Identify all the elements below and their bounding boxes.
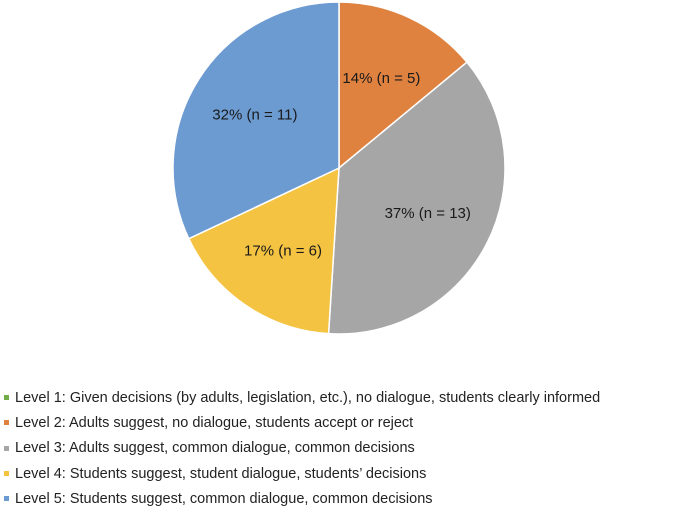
legend-label-level-4: Level 4: Students suggest, student dialo… <box>15 465 427 482</box>
legend-label-level-1: Level 1: Given decisions (by adults, leg… <box>15 389 601 406</box>
chart-legend: Level 1: Given decisions (by adults, leg… <box>4 385 684 511</box>
pie-slice-level-4 <box>187 166 340 335</box>
pie-slice-level-5 <box>172 1 340 240</box>
legend-swatch-level-4 <box>4 471 9 477</box>
pie-slice-level-2 <box>338 1 468 170</box>
legend-swatch-level-5 <box>4 496 9 502</box>
legend-item-level-3: Level 3: Adults suggest, common dialogue… <box>4 436 684 461</box>
slice-label-level-5: 32% (n = 11) <box>212 107 297 124</box>
legend-item-level-1: Level 1: Given decisions (by adults, leg… <box>4 385 684 410</box>
legend-swatch-level-1 <box>4 395 9 401</box>
pie-chart: 14% (n = 5) 37% (n = 13) 17% (n = 6) 32% (n… <box>172 1 506 335</box>
pie-slice-level-3 <box>327 61 506 335</box>
legend-swatch-level-2 <box>4 420 9 426</box>
legend-swatch-level-3 <box>4 445 9 451</box>
slice-label-level-4: 17% (n = 6) <box>244 242 322 259</box>
pie-slices <box>172 1 506 335</box>
legend-label-level-3: Level 3: Adults suggest, common dialogue… <box>15 440 415 457</box>
pie-slice-labels: 14% (n = 5) 37% (n = 13) 17% (n = 6) 32% (n… <box>212 70 471 259</box>
legend-item-level-5: Level 5: Students suggest, common dialog… <box>4 486 684 511</box>
legend-item-level-4: Level 4: Students suggest, student dialo… <box>4 461 684 486</box>
legend-item-level-2: Level 2: Adults suggest, no dialogue, st… <box>4 410 684 435</box>
legend-label-level-2: Level 2: Adults suggest, no dialogue, st… <box>15 414 414 431</box>
slice-label-level-2: 14% (n = 5) <box>342 70 420 87</box>
slice-label-level-3: 37% (n = 13) <box>385 205 471 222</box>
legend-label-level-5: Level 5: Students suggest, common dialog… <box>15 490 433 507</box>
